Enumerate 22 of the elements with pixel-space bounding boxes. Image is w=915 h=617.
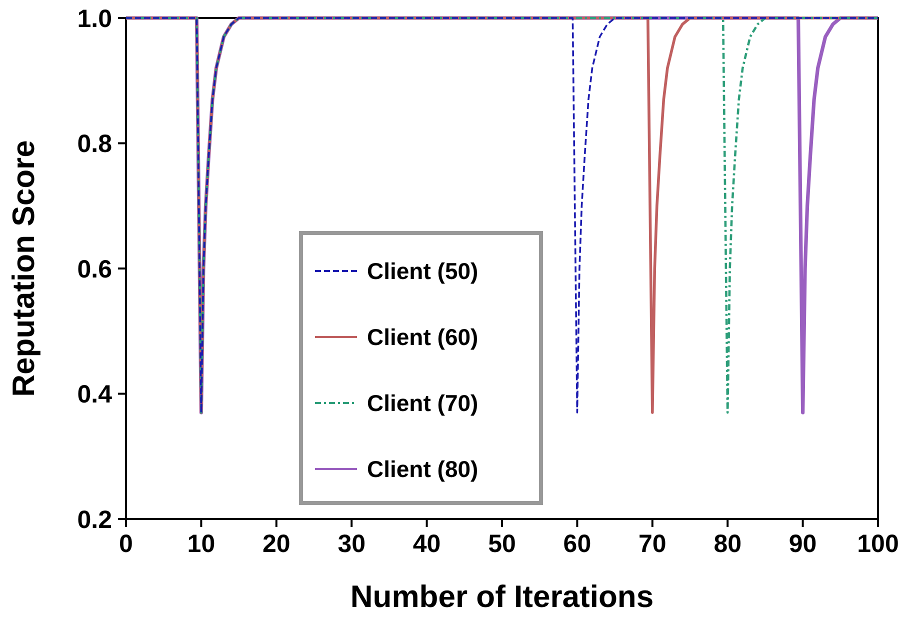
legend-label: Client (50) — [367, 258, 478, 284]
x-tick-label: 40 — [412, 530, 441, 558]
legend-label: Client (80) — [367, 456, 478, 482]
x-tick-label: 80 — [714, 530, 742, 558]
y-tick-label: 0.2 — [77, 506, 112, 534]
y-tick-label: 1.0 — [77, 4, 112, 33]
x-tick-label: 70 — [638, 530, 666, 558]
x-tick-label: 10 — [187, 530, 216, 558]
x-tick-label: 60 — [563, 530, 592, 558]
x-tick-label: 90 — [788, 530, 817, 558]
x-tick-label: 30 — [338, 530, 366, 558]
y-axis-title: Reputation Score — [6, 140, 41, 397]
x-axis-title: Number of Iterations — [350, 579, 654, 614]
y-tick-label: 0.6 — [77, 255, 112, 284]
legend-label: Client (60) — [367, 324, 478, 350]
x-tick-label: 0 — [119, 530, 133, 558]
y-tick-label: 0.8 — [77, 130, 112, 158]
x-tick-label: 20 — [262, 530, 290, 558]
x-tick-label: 100 — [857, 530, 899, 558]
legend-label: Client (70) — [367, 390, 478, 416]
y-tick-label: 0.4 — [77, 380, 112, 408]
x-tick-label: 50 — [488, 530, 516, 558]
